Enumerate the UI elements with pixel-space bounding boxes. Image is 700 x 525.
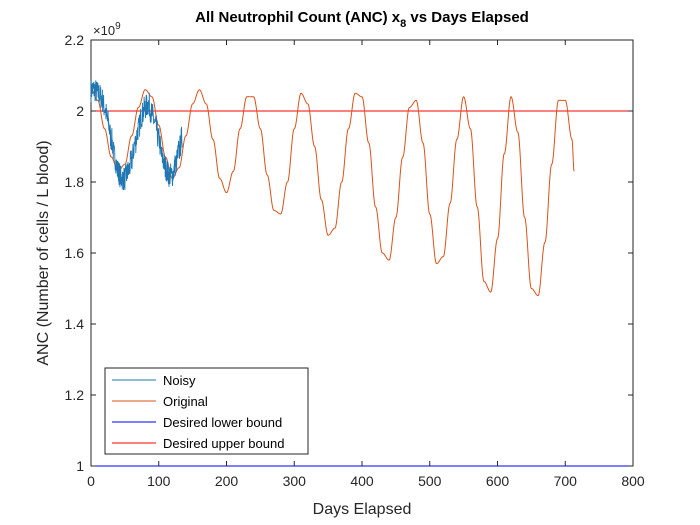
y-exponent-base: ×10 xyxy=(93,23,115,38)
chart-title-main: All Neutrophil Count (ANC) x xyxy=(195,9,401,26)
x-axis-ticks: 0 100 200 300 400 500 600 700 800 xyxy=(87,40,645,489)
y-axis-label: ANC (Number of cells / L blood) xyxy=(35,140,52,365)
y-axis-ticks: 1 1.2 1.4 1.6 1.8 2 2.2 xyxy=(65,32,633,474)
y-tick-label: 1.2 xyxy=(65,387,85,403)
y-exponent: ×109 xyxy=(93,21,121,38)
legend-label: Noisy xyxy=(163,373,196,388)
x-tick-label: 200 xyxy=(215,473,239,489)
y-tick-label: 1.8 xyxy=(65,174,85,190)
x-tick-label: 300 xyxy=(283,473,307,489)
chart-title-subscript: 8 xyxy=(400,18,406,30)
x-tick-label: 500 xyxy=(418,473,442,489)
legend-box xyxy=(104,367,309,455)
x-tick-label: 600 xyxy=(486,473,510,489)
chart-title: All Neutrophil Count (ANC) x8 vs Days El… xyxy=(195,9,529,30)
y-tick-label: 1.4 xyxy=(65,316,85,332)
series-line-noisy xyxy=(90,79,183,191)
legend: Noisy Original Desired lower bound Desired … xyxy=(104,367,309,455)
x-tick-label: 800 xyxy=(621,473,645,489)
x-tick-label: 0 xyxy=(87,473,95,489)
x-tick-label: 700 xyxy=(554,473,578,489)
x-axis-label: Days Elapsed xyxy=(313,501,412,518)
y-tick-label: 2.2 xyxy=(65,32,85,48)
legend-label: Desired upper bound xyxy=(163,436,284,451)
series-line-original xyxy=(90,89,575,297)
y-exponent-power: 9 xyxy=(115,21,121,32)
y-tick-label: 1 xyxy=(76,458,84,474)
legend-label: Desired lower bound xyxy=(163,415,282,430)
legend-items: Noisy Original Desired lower bound Desired … xyxy=(112,373,284,451)
y-tick-label: 2 xyxy=(76,103,84,119)
x-tick-label: 400 xyxy=(350,473,374,489)
x-tick-label: 100 xyxy=(147,473,171,489)
legend-label: Original xyxy=(163,394,208,409)
chart-title-rest: vs Days Elapsed xyxy=(406,9,529,26)
y-tick-label: 1.6 xyxy=(65,245,85,261)
